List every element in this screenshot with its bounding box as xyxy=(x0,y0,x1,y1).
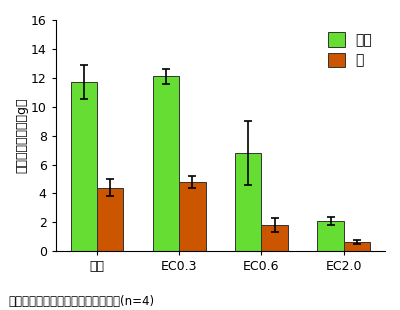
Bar xyxy=(179,182,206,251)
Bar xyxy=(153,76,179,251)
Bar xyxy=(262,225,288,251)
Bar xyxy=(97,188,123,251)
Text: 図中のエラーバーは標準偏差を示す(n=4): 図中のエラーバーは標準偏差を示す(n=4) xyxy=(8,295,154,308)
Bar xyxy=(71,82,97,251)
Y-axis label: 株あたり乾物重（g）: 株あたり乾物重（g） xyxy=(15,98,28,173)
Bar xyxy=(235,153,262,251)
Bar xyxy=(317,221,344,251)
Legend: 茎葉, 根: 茎葉, 根 xyxy=(322,27,378,73)
Bar xyxy=(344,242,370,251)
